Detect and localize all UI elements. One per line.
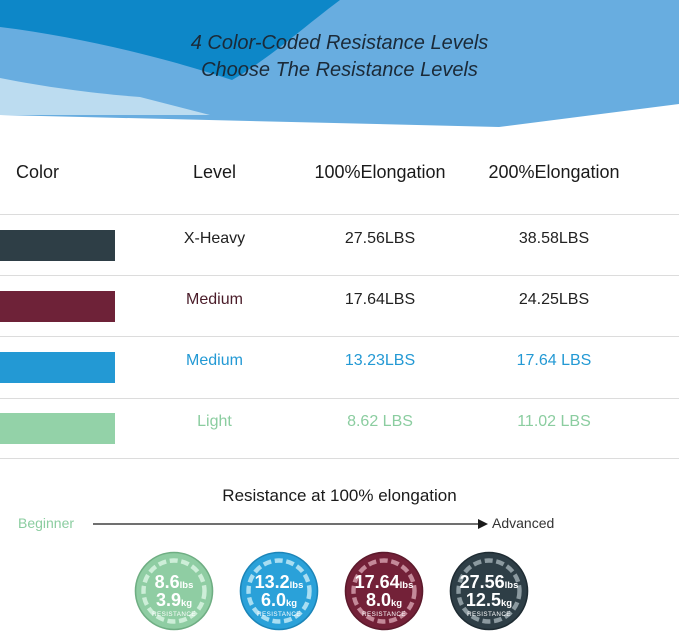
svg-text:RESISTANCE: RESISTANCE: [362, 611, 406, 618]
svg-text:RESISTANCE: RESISTANCE: [152, 611, 196, 618]
svg-text:RESISTANCE: RESISTANCE: [257, 611, 301, 618]
svg-text:RESISTANCE: RESISTANCE: [467, 611, 511, 618]
